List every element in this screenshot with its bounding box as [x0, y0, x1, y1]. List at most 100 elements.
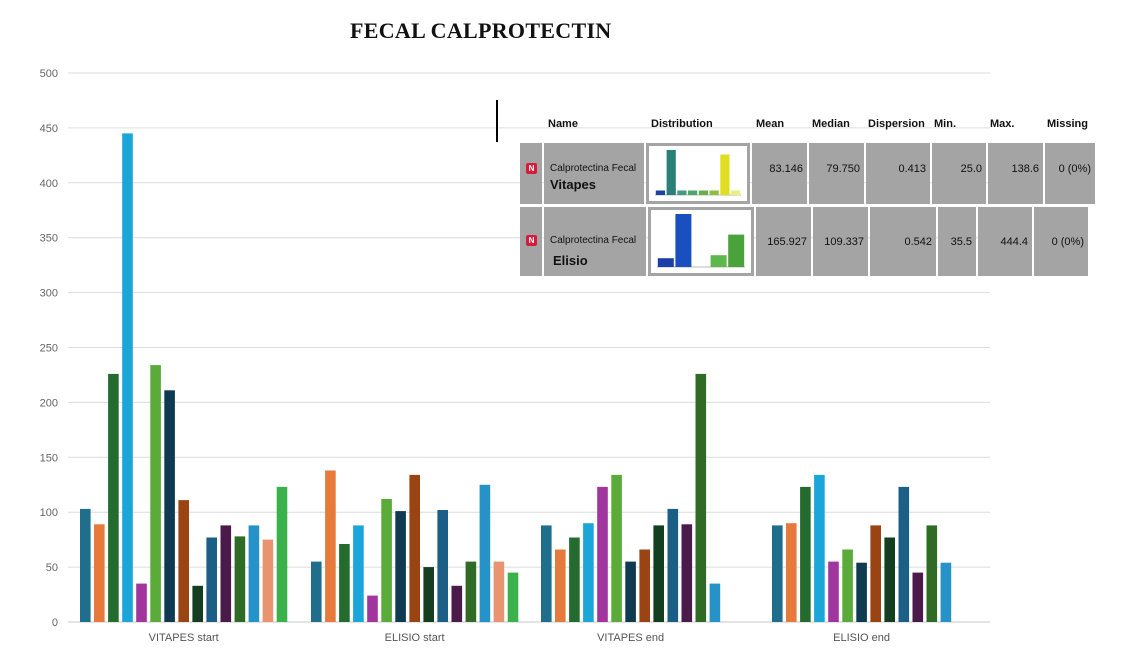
bar	[639, 549, 650, 622]
stats-row-elisio: N Calprotectina Fecal Elisio 165.927 109…	[520, 207, 1088, 276]
min-value: 35.5	[938, 207, 976, 276]
min-value: 25.0	[932, 143, 986, 204]
type-cell: N	[520, 207, 542, 276]
header-name: Name	[548, 118, 578, 130]
bar	[884, 537, 895, 622]
mean-value: 165.927	[756, 207, 811, 276]
bar	[912, 572, 924, 622]
max-value: 444.4	[978, 207, 1032, 276]
header-min: Min.	[934, 118, 956, 130]
bar	[381, 499, 392, 622]
y-tick-label: 350	[40, 233, 58, 245]
bar	[409, 474, 420, 622]
bar	[437, 510, 448, 622]
bar	[395, 511, 406, 622]
bar	[234, 536, 246, 622]
bar	[786, 523, 797, 622]
y-tick-label: 300	[40, 288, 58, 300]
histogram-bar	[709, 190, 719, 195]
header-mean: Mean	[756, 118, 785, 130]
bar	[898, 486, 910, 622]
chart-title: FECAL CALPROTECTIN	[350, 18, 612, 43]
histogram-bar	[666, 150, 676, 195]
bar	[479, 484, 491, 623]
header-median: Median	[812, 118, 850, 130]
bar	[80, 508, 91, 622]
bar	[248, 525, 260, 622]
bar	[842, 549, 853, 622]
histogram-bar	[655, 190, 665, 195]
header-distribution: Distribution	[651, 118, 713, 130]
missing-value: 0 (0%)	[1034, 207, 1088, 276]
bar	[94, 524, 105, 622]
median-value: 109.337	[813, 207, 868, 276]
max-value: 138.6	[988, 143, 1043, 204]
bar	[940, 562, 952, 622]
bar	[423, 567, 434, 622]
type-cell: N	[520, 143, 542, 204]
divider-line	[496, 100, 498, 142]
bar	[597, 486, 608, 622]
bar	[709, 583, 721, 622]
x-category-label: ELISIO start	[385, 632, 445, 644]
bar	[814, 474, 825, 622]
bar	[206, 537, 217, 622]
x-category-label: VITAPES end	[597, 632, 664, 644]
variable-name: Calprotectina Fecal	[550, 235, 637, 246]
name-cell: Calprotectina Fecal Elisio	[544, 207, 646, 276]
bar	[828, 561, 839, 622]
name-cell: Calprotectina Fecal Vitapes	[544, 143, 644, 204]
bar	[178, 500, 189, 622]
median-value: 79.750	[809, 143, 864, 204]
y-tick-label: 450	[40, 123, 58, 135]
bar	[451, 585, 463, 622]
y-tick-label: 50	[46, 562, 58, 574]
header-dispersion: Dispersion	[868, 118, 925, 130]
dispersion-value: 0.542	[870, 207, 936, 276]
distribution-histogram	[655, 150, 741, 196]
bar	[311, 561, 322, 622]
y-tick-label: 0	[52, 617, 58, 629]
bar	[493, 561, 505, 622]
x-category-label: ELISIO end	[833, 632, 890, 644]
stats-row-vitapes: N Calprotectina Fecal Vitapes 83.146 79.…	[520, 143, 1095, 204]
bar	[772, 525, 783, 622]
bar	[465, 561, 477, 622]
distribution-cell	[648, 207, 754, 276]
bar	[325, 470, 336, 622]
histogram-bar	[677, 190, 687, 195]
bar	[681, 524, 693, 622]
mean-value: 83.146	[752, 143, 807, 204]
bar	[856, 562, 867, 622]
bar	[800, 486, 811, 622]
numeric-type-icon: N	[526, 235, 537, 246]
bar	[667, 508, 679, 622]
bar	[926, 525, 938, 622]
bar	[150, 365, 161, 622]
bar	[339, 544, 350, 622]
bar	[555, 549, 566, 622]
bar	[262, 539, 274, 622]
bar	[695, 373, 707, 622]
stats-panel: Name Distribution Mean Median Dispersion…	[496, 100, 1096, 280]
histogram-bar	[710, 255, 727, 267]
bar	[220, 525, 232, 622]
histogram-bar	[675, 214, 692, 267]
bar	[164, 390, 175, 622]
histogram-bar	[720, 154, 730, 195]
bar	[653, 525, 664, 622]
y-tick-label: 500	[40, 68, 58, 80]
dispersion-value: 0.413	[866, 143, 930, 204]
variable-group: Vitapes	[550, 177, 597, 192]
bar	[625, 561, 636, 622]
y-tick-label: 100	[40, 507, 58, 519]
bar	[192, 585, 203, 622]
y-tick-label: 400	[40, 178, 58, 190]
histogram-bar	[688, 190, 698, 195]
bar	[108, 373, 119, 622]
bar	[870, 525, 881, 622]
y-tick-label: 200	[40, 397, 58, 409]
bar	[276, 486, 288, 622]
bar	[507, 572, 519, 622]
